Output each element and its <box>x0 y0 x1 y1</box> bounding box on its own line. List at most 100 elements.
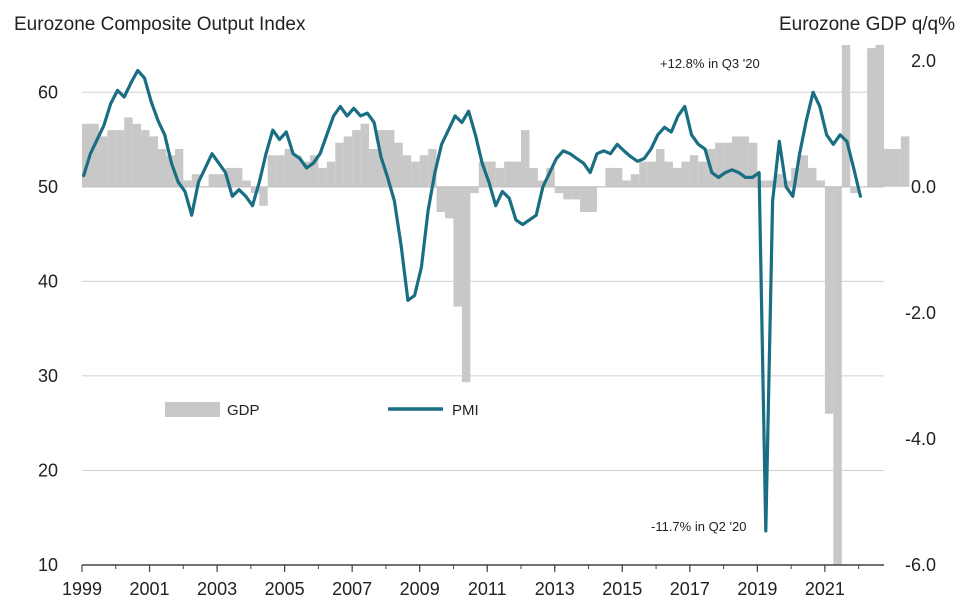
pmi-line <box>82 68 862 533</box>
right-tick-label: -4.0 <box>905 429 936 449</box>
gdp-bar <box>267 155 277 187</box>
gdp-bar <box>309 155 319 187</box>
gdp-bar <box>647 161 657 187</box>
gdp-bar <box>470 186 479 194</box>
gdp-bar <box>537 180 547 187</box>
gdp-bar <box>672 167 682 187</box>
gdp-bar <box>419 155 429 187</box>
gdp-bars <box>82 45 910 565</box>
gdp-bar <box>867 48 876 187</box>
gdp-bar <box>276 155 285 187</box>
x-tick-label: 2019 <box>737 579 777 599</box>
gdp-bar <box>208 174 218 187</box>
gdp-bar <box>318 167 327 187</box>
gdp-bar <box>554 186 564 194</box>
gdp-bar <box>833 186 842 565</box>
gdp-bar <box>563 186 572 200</box>
x-tick-label: 2003 <box>197 579 237 599</box>
right-tick-label: 2.0 <box>911 51 936 71</box>
gdp-bar <box>639 161 648 187</box>
gdp-bar <box>740 136 749 187</box>
legend-gdp-label: GDP <box>227 402 260 419</box>
gdp-bar <box>808 167 817 187</box>
gdp-bar <box>360 123 370 187</box>
gdp-bar <box>98 136 108 187</box>
x-tick-label: 2013 <box>535 579 575 599</box>
gdp-bar <box>90 123 99 187</box>
gdp-bar <box>512 161 521 187</box>
gdp-bar <box>191 174 201 187</box>
gdp-bar <box>369 149 378 187</box>
gdp-bar <box>605 167 614 187</box>
gdp-bar <box>242 180 251 187</box>
gdp-bar <box>487 161 496 187</box>
gdp-bar <box>183 180 192 187</box>
gdp-bar <box>141 130 150 187</box>
x-tick-label: 2009 <box>400 579 440 599</box>
gdp-bar <box>115 130 125 187</box>
gdp-bar <box>453 186 462 307</box>
left-tick-label: 30 <box>38 366 58 386</box>
x-tick-label: 2015 <box>602 579 642 599</box>
gdp-bar <box>850 186 859 194</box>
x-tick-label: 2007 <box>332 579 372 599</box>
left-tick-label: 60 <box>38 82 58 102</box>
annotation-q2-2020: -11.7% in Q2 '20 <box>651 519 746 534</box>
gdp-bar <box>884 149 893 187</box>
gdp-bar <box>293 155 302 187</box>
gdp-bar <box>613 167 623 187</box>
gdp-bar <box>132 123 142 187</box>
gdp-bar <box>546 167 555 187</box>
gdp-bar <box>816 180 825 187</box>
left-tick-label: 50 <box>38 177 58 197</box>
gdp-bar <box>774 174 783 187</box>
x-tick-label: 2005 <box>265 579 305 599</box>
right-tick-label: 0.0 <box>911 177 936 197</box>
gdp-bar <box>723 142 733 187</box>
left-axis-title: Eurozone Composite Output Index <box>14 14 306 35</box>
left-tick-label: 40 <box>38 271 58 291</box>
x-tick-label: 2001 <box>130 579 170 599</box>
gdp-bar <box>529 167 538 187</box>
gdp-bar <box>233 167 243 187</box>
gdp-bar <box>402 155 412 187</box>
gdp-bar <box>478 161 488 187</box>
gdp-bar <box>250 186 260 194</box>
gdp-bar <box>107 130 116 187</box>
gdp-bar <box>217 174 226 187</box>
gdp-bar <box>436 186 446 213</box>
x-tick-label: 2021 <box>805 579 845 599</box>
x-tick-label: 2017 <box>670 579 710 599</box>
x-ticks: 1999 2001 2003 2005 2007 2009 2011 2013 2015 2017… <box>62 565 860 599</box>
annotation-q3-2020: +12.8% in Q3 '20 <box>660 56 760 71</box>
gdp-bar <box>841 45 851 187</box>
legend-gdp-swatch <box>165 402 220 417</box>
gdp-bar <box>630 174 640 187</box>
left-tick-label: 20 <box>38 460 58 480</box>
left-y-ticks: 10 20 30 40 50 60 <box>38 82 58 575</box>
right-y-ticks: -6.0 -4.0 -2.0 0.0 2.0 <box>905 51 936 575</box>
gdp-bar <box>580 186 589 213</box>
left-tick-label: 10 <box>38 555 58 575</box>
gdp-bar <box>174 149 184 187</box>
gdp-bar <box>343 136 353 187</box>
gdp-bar <box>504 161 513 187</box>
gdp-bar <box>664 161 673 187</box>
gdp-bar <box>259 186 268 206</box>
gdp-bar <box>225 167 234 187</box>
gdp-bar <box>157 149 167 187</box>
gdp-bar <box>149 136 158 187</box>
gdp-bar <box>495 167 505 187</box>
gdp-bar <box>335 142 344 187</box>
gdp-bar <box>82 123 91 187</box>
gdp-bar <box>394 142 403 187</box>
gdp-bar <box>124 117 133 187</box>
gdp-bar <box>824 186 834 414</box>
gdp-bar <box>385 130 395 187</box>
gdp-bar <box>757 180 766 187</box>
x-tick-label: 2011 <box>468 579 507 599</box>
legend: GDP PMI <box>165 402 479 419</box>
gdp-bar <box>428 149 437 187</box>
gdp-bar <box>411 161 420 187</box>
